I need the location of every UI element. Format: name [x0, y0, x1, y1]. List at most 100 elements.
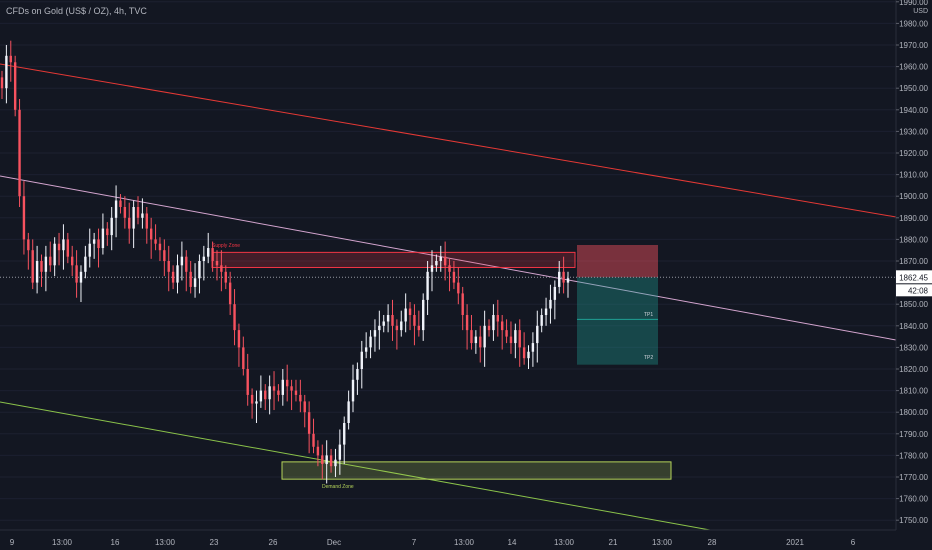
candle-body	[470, 330, 473, 344]
candle-body	[474, 336, 478, 344]
candle-body	[259, 390, 263, 402]
candle-body	[27, 239, 30, 251]
candle-body	[35, 261, 39, 283]
candle-body	[382, 321, 385, 326]
candle-body	[5, 55, 8, 89]
candle-body	[391, 315, 394, 326]
mid-channel-line	[0, 175, 897, 341]
candle-body	[325, 455, 328, 465]
candle-body	[316, 446, 320, 456]
price-tick-label: 1810.00	[899, 387, 928, 396]
candle-body	[145, 213, 148, 229]
time-tick-label: 26	[269, 538, 278, 547]
candle-body	[31, 250, 34, 283]
price-tick-label: 1760.00	[899, 495, 928, 504]
candle-body	[97, 239, 100, 249]
time-tick-label: 21	[609, 538, 618, 547]
price-tick-label: 1960.00	[899, 63, 928, 72]
candle-body	[202, 256, 206, 261]
candle-body	[430, 265, 434, 272]
candle-body	[110, 217, 113, 236]
candle-body	[373, 330, 377, 337]
time-tick-label: 2021	[786, 538, 804, 547]
candle-body	[417, 325, 421, 331]
candle-body	[149, 228, 153, 240]
time-tick-label: 28	[708, 538, 717, 547]
stop-loss-box	[577, 245, 658, 278]
candle-body	[408, 308, 412, 315]
candle-body	[457, 282, 460, 294]
candle-body	[9, 55, 12, 63]
countdown-label: 42:08	[908, 286, 929, 295]
candle-body	[496, 315, 499, 322]
candle-body	[299, 394, 302, 402]
candle-body	[435, 261, 438, 266]
candle-body	[562, 271, 565, 283]
price-tick-label: 1990.00	[899, 0, 928, 7]
time-tick-label: 13:00	[554, 538, 575, 547]
candle-body	[281, 379, 285, 395]
candle-body	[141, 213, 144, 218]
candle-body	[22, 196, 26, 240]
candle-body	[106, 228, 109, 236]
last-price-badge	[896, 270, 932, 284]
candle-body	[351, 379, 355, 402]
candle-body	[395, 325, 399, 331]
chart-title: CFDs on Gold (US$ / OZ), 4h, TVC	[6, 6, 147, 16]
time-tick-label: 9	[10, 538, 15, 547]
price-tick-label: 1940.00	[899, 106, 928, 115]
price-tick-label: 1930.00	[899, 127, 928, 136]
candle-body	[544, 308, 548, 315]
candle-body	[215, 261, 219, 266]
price-tick-label: 1880.00	[899, 235, 928, 244]
candle-body	[285, 379, 289, 387]
candle-body	[522, 347, 526, 359]
candle-body	[136, 207, 140, 218]
time-tick-label: 14	[508, 538, 517, 547]
candle-body	[386, 315, 390, 322]
candle-body	[312, 433, 315, 447]
candle-body	[264, 390, 267, 400]
supply-zone-label: Supply Zone	[212, 243, 240, 249]
candle-body	[369, 336, 372, 348]
candle-body	[514, 330, 517, 344]
candle-body	[71, 256, 74, 266]
candle-body	[527, 351, 530, 359]
candle-body	[167, 261, 170, 272]
candle-body	[88, 243, 91, 257]
time-tick-label: 13:00	[52, 538, 73, 547]
candle-body	[255, 401, 258, 404]
price-tick-label: 1870.00	[899, 257, 928, 266]
price-tick-label: 1890.00	[899, 214, 928, 223]
price-tick-label: 1950.00	[899, 84, 928, 93]
candle-body	[132, 207, 135, 229]
candle-body	[237, 330, 241, 348]
candle-body	[500, 321, 504, 331]
candle-body	[158, 243, 162, 251]
price-tick-label: 1820.00	[899, 365, 928, 374]
time-tick-label: 13:00	[454, 538, 475, 547]
time-tick-label: 16	[111, 538, 120, 547]
candle-body	[66, 239, 70, 257]
candle-body	[343, 423, 346, 445]
candle-body	[360, 351, 363, 369]
price-tick-label: 1750.00	[899, 516, 928, 525]
time-tick-label: 23	[210, 538, 219, 547]
candle-body	[329, 455, 333, 467]
candle-body	[307, 412, 311, 434]
supply-zone-box	[211, 251, 576, 268]
tp1-label: TP1	[644, 312, 653, 318]
demand-zone-box	[281, 461, 672, 480]
upper-channel-line	[0, 63, 897, 218]
candle-body	[487, 325, 491, 331]
candle-body	[553, 286, 557, 300]
candle-body	[448, 265, 451, 272]
candle-body	[62, 239, 65, 251]
countdown-badge	[896, 284, 932, 297]
candle-body	[378, 325, 381, 331]
candle-body	[347, 401, 350, 423]
candle-body	[505, 330, 508, 337]
price-tick-label: 1920.00	[899, 149, 928, 158]
candle-body	[49, 256, 52, 266]
